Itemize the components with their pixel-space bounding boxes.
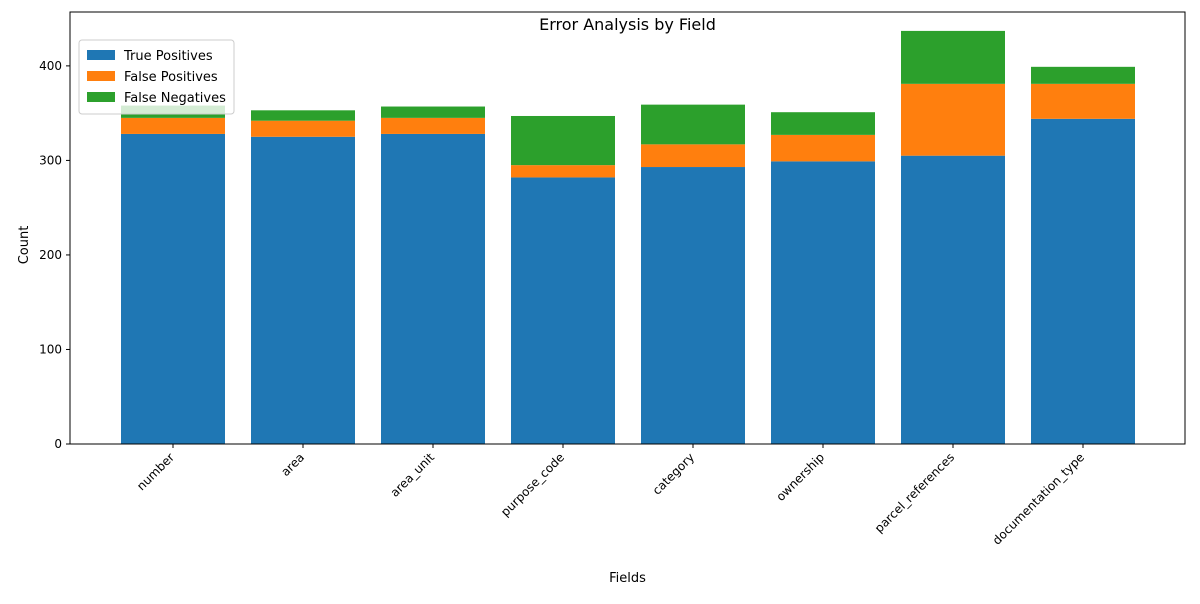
bar-false-positives-documentation-type bbox=[1031, 83, 1135, 119]
y-tick-label: 200 bbox=[39, 248, 62, 262]
legend-swatch-false-negatives bbox=[87, 92, 115, 102]
bar-false-positives-area-unit bbox=[381, 117, 485, 134]
y-tick-label: 0 bbox=[54, 437, 62, 451]
bar-false-positives-ownership bbox=[771, 134, 875, 162]
legend-swatch-true-positives bbox=[87, 50, 115, 60]
legend: True Positives False Positives False Negat… bbox=[78, 39, 235, 115]
bar-true-positives-ownership bbox=[771, 161, 875, 444]
bar-false-negatives-documentation-type bbox=[1031, 66, 1135, 84]
bar-false-positives-parcel-references bbox=[901, 83, 1005, 156]
legend-swatch-false-positives bbox=[87, 71, 115, 81]
y-tick-label: 100 bbox=[39, 342, 62, 356]
bar-false-negatives-purpose-code bbox=[511, 115, 615, 166]
y-tick-label: 300 bbox=[39, 153, 62, 167]
bar-true-positives-area-unit bbox=[381, 133, 485, 444]
legend-box bbox=[78, 39, 235, 115]
legend-label-true-positives: True Positives bbox=[123, 49, 213, 64]
x-axis-label: Fields bbox=[609, 571, 646, 586]
bar-true-positives-number bbox=[121, 133, 225, 444]
bar-false-positives-purpose-code bbox=[511, 165, 615, 178]
bar-false-negatives-category bbox=[641, 104, 745, 145]
bar-false-positives-category bbox=[641, 144, 745, 168]
bar-true-positives-area bbox=[251, 136, 355, 444]
bar-false-positives-area bbox=[251, 120, 355, 137]
bar-false-negatives-ownership bbox=[771, 112, 875, 135]
y-tick-label: 400 bbox=[39, 59, 62, 73]
bar-false-positives-number bbox=[121, 117, 225, 134]
y-axis-label: Count bbox=[17, 226, 32, 265]
y-axis: 0 100 200 300 400 bbox=[39, 59, 70, 451]
bar-true-positives-purpose-code bbox=[511, 177, 615, 444]
bar-false-negatives-area-unit bbox=[381, 106, 485, 118]
legend-label-false-positives: False Positives bbox=[124, 70, 218, 85]
bars-layer bbox=[121, 30, 1135, 444]
plot-area-frame bbox=[69, 11, 1186, 445]
bar-false-negatives-parcel-references bbox=[901, 30, 1005, 84]
bar-true-positives-category bbox=[641, 167, 745, 444]
chart-title: Error Analysis by Field bbox=[539, 15, 716, 34]
bar-true-positives-documentation-type bbox=[1031, 118, 1135, 444]
bar-true-positives-parcel-references bbox=[901, 155, 1005, 444]
legend-label-false-negatives: False Negatives bbox=[124, 91, 226, 106]
bar-false-negatives-area bbox=[251, 110, 355, 121]
